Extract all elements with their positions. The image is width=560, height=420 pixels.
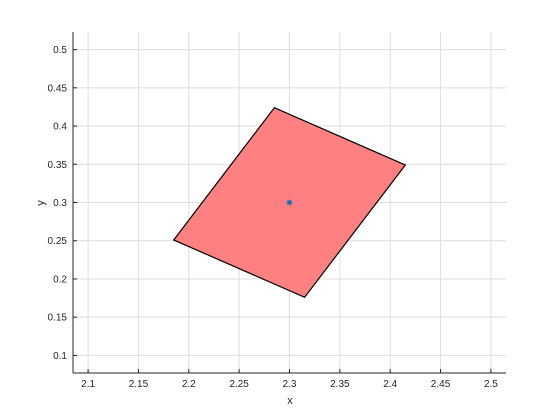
x-tick-label: 2.45 bbox=[431, 379, 451, 390]
x-tick-label: 2.4 bbox=[383, 379, 397, 390]
center-point-marker bbox=[286, 199, 293, 206]
x-tick-label: 2.15 bbox=[129, 379, 149, 390]
y-tick-label: 0.25 bbox=[48, 236, 68, 247]
x-axis-label: x bbox=[287, 395, 293, 407]
y-tick-label: 0.35 bbox=[48, 160, 68, 171]
x-tick-label: 2.25 bbox=[229, 379, 249, 390]
x-tick-label: 2.35 bbox=[330, 379, 350, 390]
x-tick-label: 2.3 bbox=[283, 379, 297, 390]
x-tick-label: 2.2 bbox=[182, 379, 196, 390]
x-tick-label: 2.5 bbox=[484, 379, 498, 390]
x-axis-ticks: 2.1 2.15 2.2 2.25 2.3 2.35 2.4 2.45 2.5 bbox=[81, 369, 498, 390]
y-tick-label: 0.3 bbox=[53, 198, 67, 209]
x-tick-label: 2.1 bbox=[81, 379, 95, 390]
y-tick-label: 0.15 bbox=[48, 313, 68, 324]
y-tick-label: 0.45 bbox=[48, 83, 68, 94]
y-axis-ticks: 0.1 0.15 0.2 0.25 0.3 0.35 0.4 0.45 0.5 bbox=[48, 45, 77, 362]
marker-layer bbox=[286, 199, 293, 206]
y-tick-label: 0.2 bbox=[53, 274, 67, 285]
y-tick-label: 0.5 bbox=[53, 45, 67, 56]
y-axis-label: y bbox=[35, 200, 47, 206]
y-tick-label: 0.1 bbox=[53, 351, 67, 362]
y-tick-label: 0.4 bbox=[53, 122, 67, 133]
